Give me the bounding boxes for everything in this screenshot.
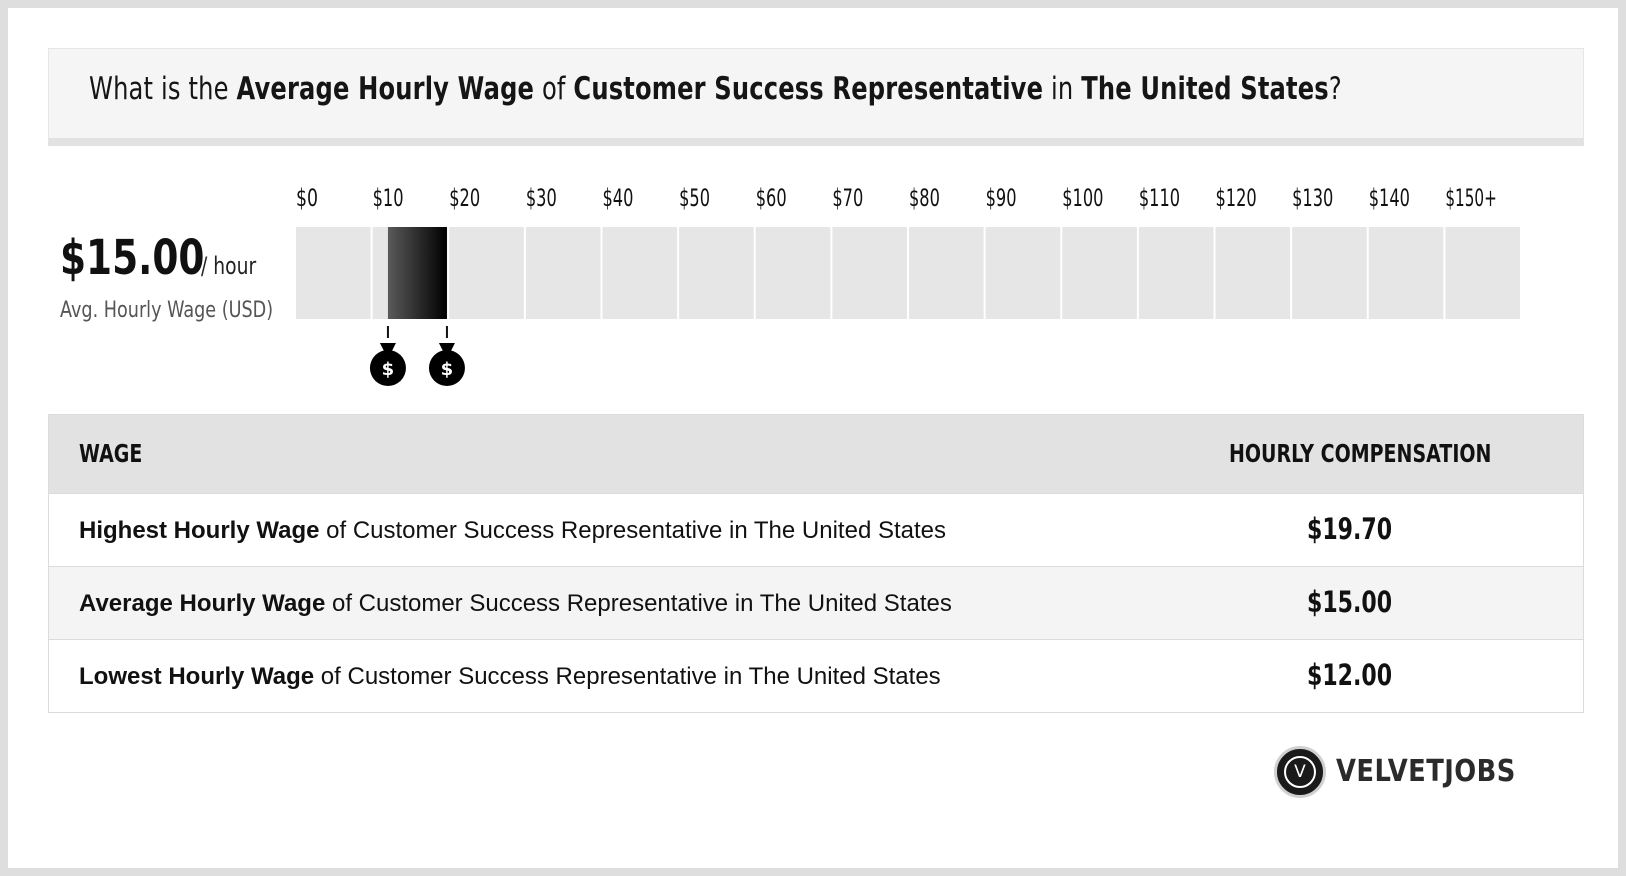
- row-label-rest: of Customer Success Representative in Th…: [319, 517, 946, 544]
- row-description: Lowest Hourly Wage of Customer Success R…: [79, 663, 941, 691]
- title-in: in: [1043, 71, 1082, 107]
- tick-label: $150+: [1445, 184, 1497, 212]
- tick-label: $0: [296, 184, 318, 212]
- track-segment: [1215, 227, 1291, 319]
- title-prefix: What is the: [89, 71, 237, 107]
- tick-label: $20: [449, 184, 480, 212]
- tick-label: $100: [1062, 184, 1103, 212]
- svg-text:$: $: [441, 359, 454, 380]
- tick-label: $80: [909, 184, 940, 212]
- table-header: WAGE HOURLY COMPENSATION: [49, 415, 1583, 493]
- velvetjobs-logo[interactable]: V VELVETJOBS: [1274, 746, 1534, 800]
- question-header: What is the Average Hourly Wage of Custo…: [48, 48, 1584, 146]
- track-segment: [296, 227, 371, 319]
- money-bag-icon: $: [428, 326, 465, 386]
- row-label-bold: Lowest Hourly Wage: [79, 663, 315, 690]
- row-description: Highest Hourly Wage of Customer Success …: [79, 517, 946, 545]
- row-label-bold: Average Hourly Wage: [79, 590, 326, 617]
- title-location: The United States: [1081, 71, 1329, 107]
- header-wage: WAGE: [79, 439, 143, 468]
- track-segment: [755, 227, 831, 319]
- tick-label: $110: [1139, 184, 1180, 212]
- row-value: $12.00: [1307, 658, 1393, 692]
- title-metric: Average Hourly Wage: [236, 71, 535, 107]
- tick-label: $40: [603, 184, 634, 212]
- track-segment: [1292, 227, 1367, 319]
- track-segment: [1368, 227, 1444, 319]
- title-job: Customer Success Representative: [573, 71, 1044, 107]
- row-description: Average Hourly Wage of Customer Success …: [79, 590, 952, 618]
- tick-label: $10: [373, 184, 404, 212]
- header-hourly-compensation: HOURLY COMPENSATION: [1229, 439, 1492, 468]
- table-row: Highest Hourly Wage of Customer Success …: [49, 493, 1583, 566]
- page-title: What is the Average Hourly Wage of Custo…: [89, 71, 1342, 107]
- track-segment: [909, 227, 984, 319]
- tick-label: $50: [679, 184, 710, 212]
- tick-label: $120: [1216, 184, 1257, 212]
- tick-label: $70: [832, 184, 863, 212]
- wage-range-chart: $0 $10 $20 $30 $40 $50 $60 $70 $80 $90 $100 $110 $12…: [296, 184, 1520, 386]
- average-wage-value: $15.00: [60, 230, 205, 286]
- average-wage-unit: / hour: [201, 252, 257, 280]
- wage-range-bar: [387, 227, 447, 319]
- wage-table: WAGE HOURLY COMPENSATION Highest Hourly …: [48, 414, 1584, 713]
- title-suffix: ?: [1328, 71, 1342, 107]
- row-value: $19.70: [1307, 512, 1393, 546]
- row-label-bold: Highest Hourly Wage: [79, 517, 320, 544]
- track-segment: [985, 227, 1061, 319]
- svg-text:$: $: [382, 359, 395, 380]
- wage-card: What is the Average Hourly Wage of Custo…: [8, 8, 1618, 868]
- logo-name: VELVETJOBS: [1336, 754, 1516, 789]
- track-segment: [1138, 227, 1214, 319]
- tick-label: $90: [986, 184, 1017, 212]
- track-segment: [525, 227, 601, 319]
- title-of: of: [534, 71, 574, 107]
- velvetjobs-logo-icon: [1274, 746, 1326, 798]
- table-row: Average Hourly Wage of Customer Success …: [49, 566, 1583, 639]
- track-segment: [832, 227, 907, 319]
- tick-label: $130: [1292, 184, 1333, 212]
- row-label-rest: of Customer Success Representative in Th…: [325, 590, 952, 617]
- tick-label: $60: [756, 184, 787, 212]
- logo-letter: V: [1294, 762, 1306, 782]
- money-bag-icon: $: [369, 326, 406, 386]
- tick-label: $140: [1369, 184, 1410, 212]
- track-segment: [1062, 227, 1137, 319]
- row-label-rest: of Customer Success Representative in Th…: [314, 663, 941, 690]
- track-segment: [602, 227, 678, 319]
- row-value: $15.00: [1307, 585, 1393, 619]
- average-wage-caption: Avg. Hourly Wage (USD): [60, 298, 274, 323]
- tick-label: $30: [526, 184, 557, 212]
- track-segment: [679, 227, 754, 319]
- track-segment: [449, 227, 524, 319]
- track-segment: [1445, 227, 1520, 319]
- table-row: Lowest Hourly Wage of Customer Success R…: [49, 639, 1583, 712]
